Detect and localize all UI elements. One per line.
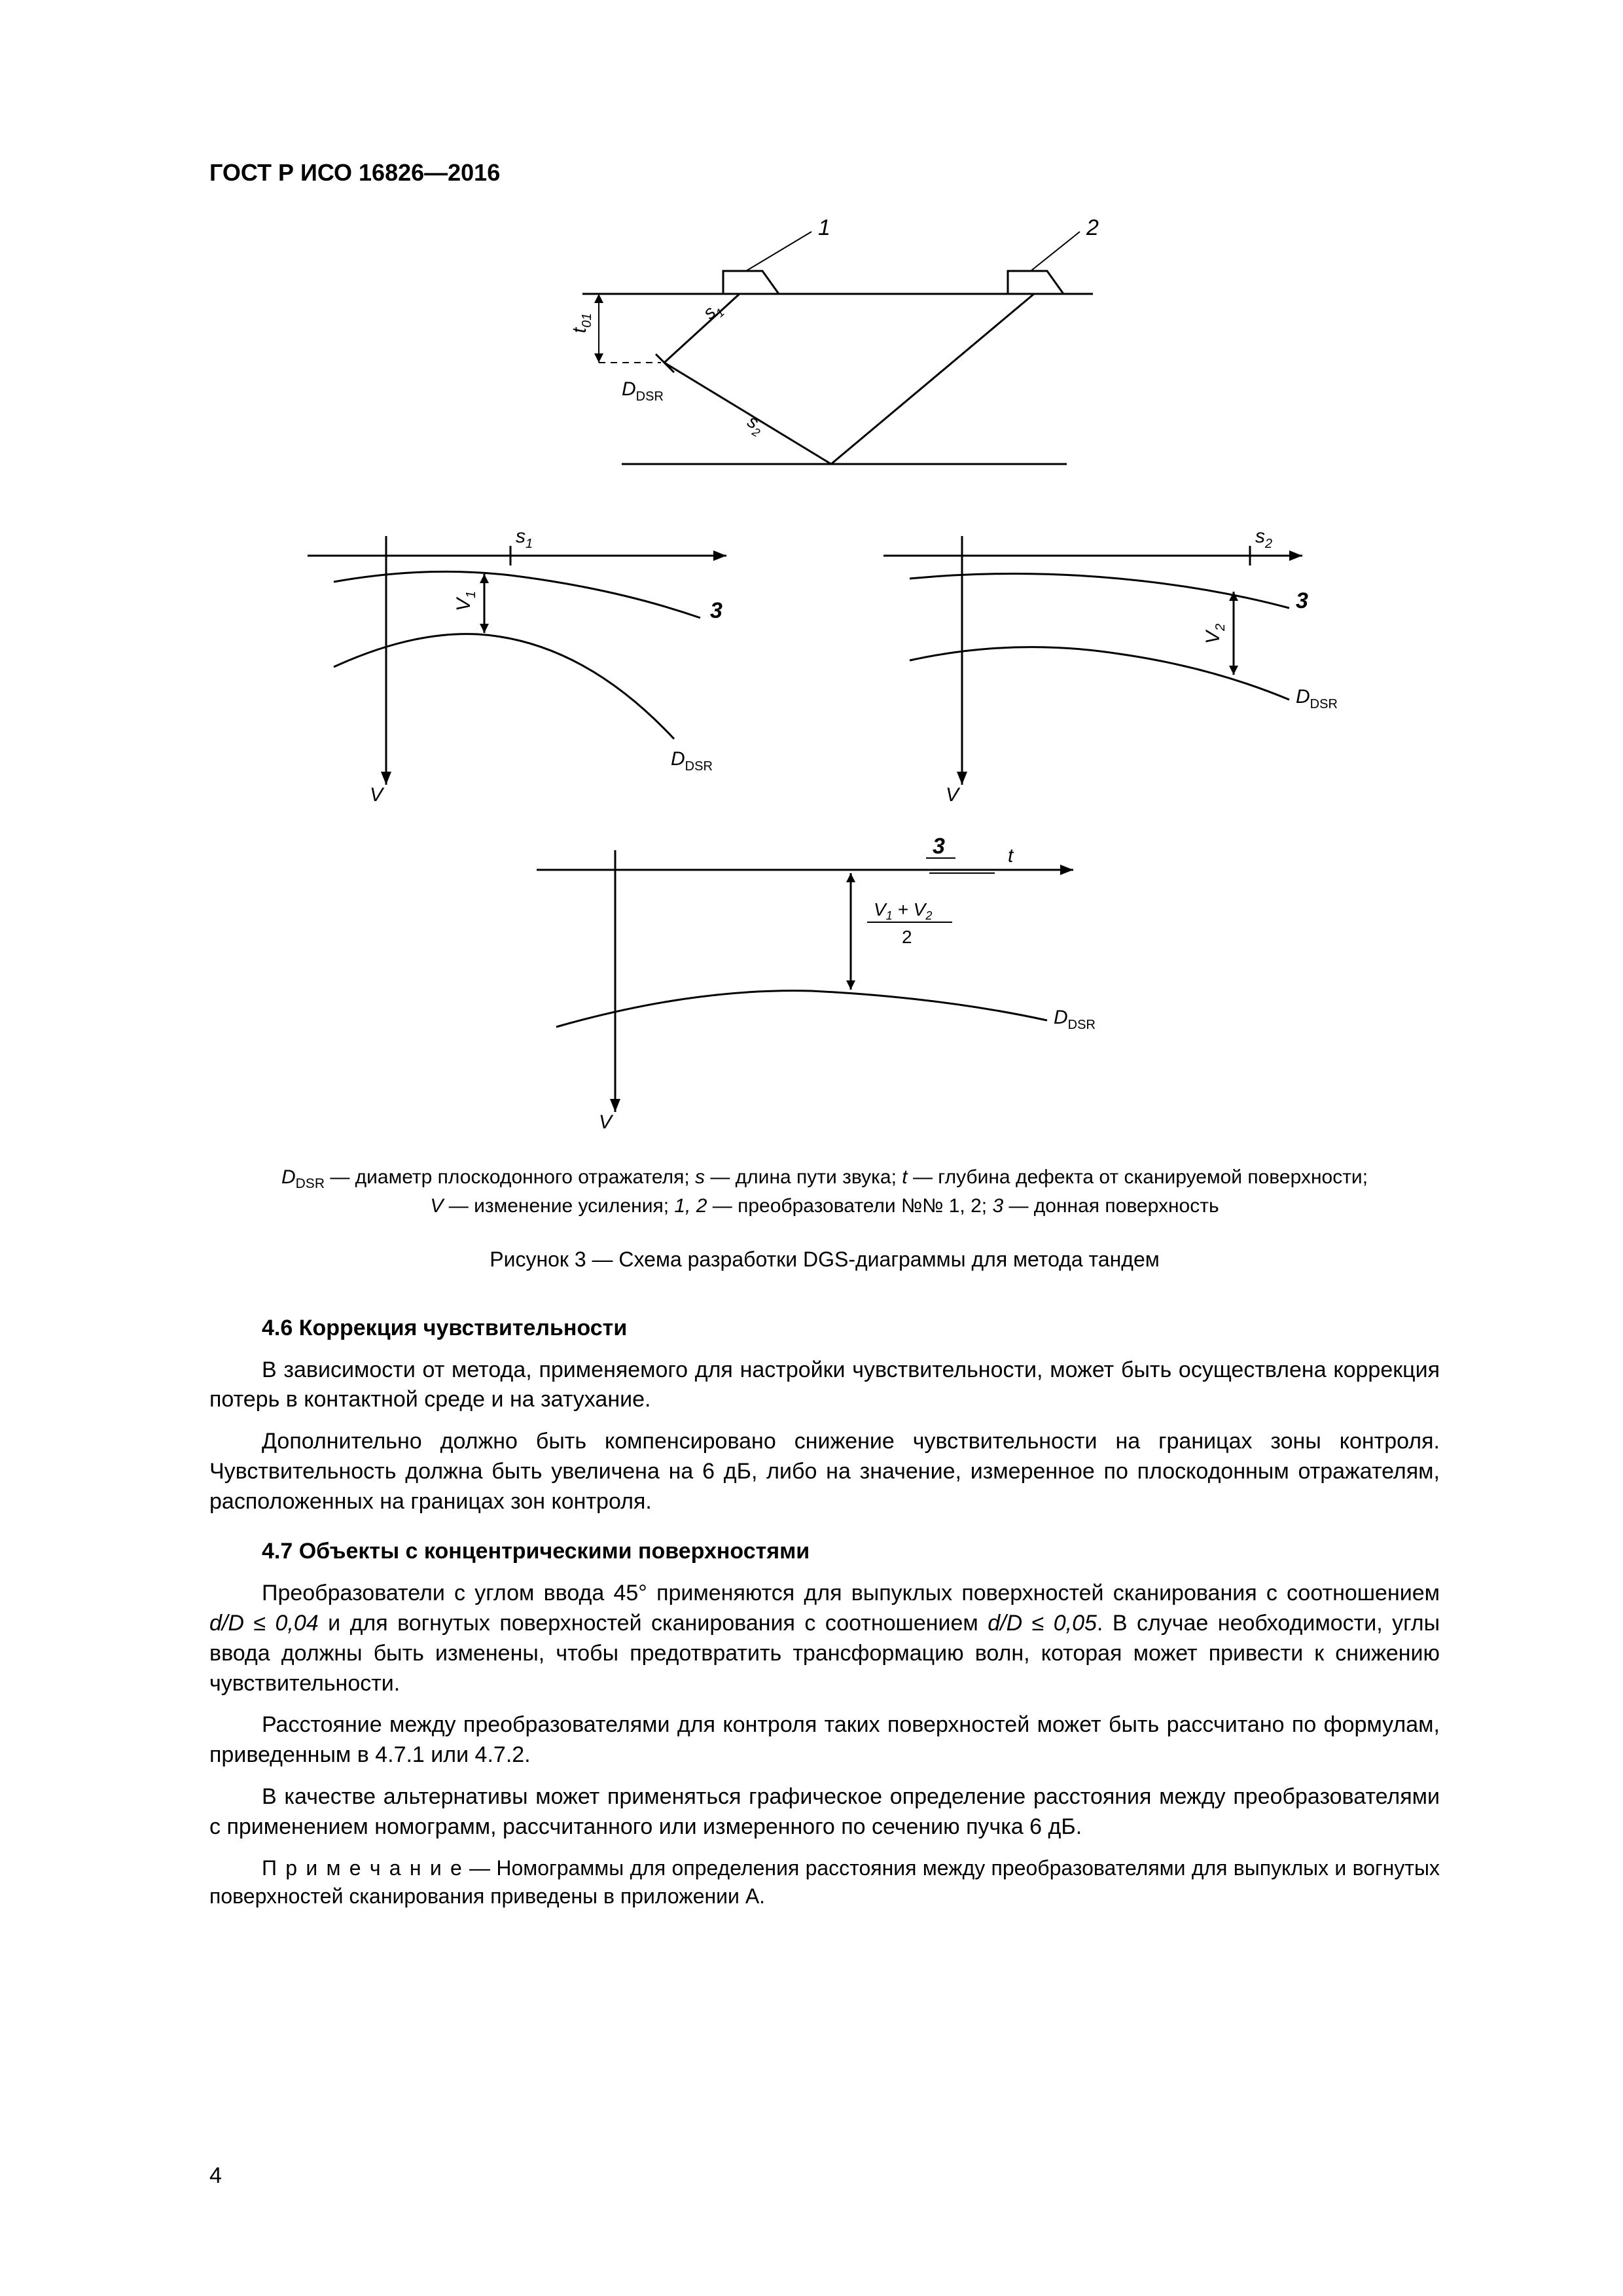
para-4-7-2: Расстояние между преобразователями для к…: [209, 1710, 1440, 1770]
curve3-right: 3: [1296, 588, 1308, 613]
diagram-bottom: 3 t V1 + V2 2 DDSR V: [497, 817, 1152, 1145]
section-4-6-title: 4.6 Коррекция чувствительности: [262, 1314, 1440, 1344]
frac-top: V1 + V2: [874, 899, 932, 922]
graph-right: s2 V2 3 DDSR V: [883, 526, 1338, 806]
ddsr-right: DDSR: [1296, 686, 1338, 711]
para-4-6-2: Дополнительно должно быть компенсировано…: [209, 1427, 1440, 1517]
vaxis-right: V: [946, 784, 961, 806]
note: П р и м е ч а н и е — Номограммы для опр…: [209, 1854, 1440, 1910]
figure-caption: Рисунок 3 — Схема разработки DGS-диаграм…: [209, 1246, 1440, 1274]
t01-label: t01: [569, 313, 594, 333]
diagram-top: 1 2 t01 s1 s2 DDSR: [465, 215, 1185, 503]
v2-label: V2: [1202, 623, 1228, 643]
s1-label: s1: [699, 297, 727, 326]
s1-axis: s1: [516, 526, 533, 551]
ddsr-bottom: DDSR: [1054, 1007, 1096, 1032]
ddsr-top: DDSR: [622, 378, 664, 404]
s2-axis: s2: [1255, 526, 1272, 551]
page: ГОСТ Р ИСО 16826—2016: [0, 0, 1623, 2296]
vaxis-left: V: [370, 784, 385, 806]
para-4-6-1: В зависимости от метода, применяемого дл…: [209, 1355, 1440, 1416]
para-4-7-3: В качестве альтернативы может применятьс…: [209, 1782, 1440, 1842]
graph-left: s1 V1 3 DDSR V: [308, 526, 726, 806]
diagram-mid: s1 V1 3 DDSR V: [268, 503, 1381, 817]
section-4-7-title: 4.7 Объекты с концентрическими поверхнос…: [262, 1537, 1440, 1567]
v1-label: V1: [453, 590, 478, 611]
note-label: П р и м е ч а н и е: [262, 1856, 463, 1880]
s2-label: s2: [742, 410, 768, 439]
ddsr-left: DDSR: [671, 748, 713, 774]
frac-bot: 2: [902, 927, 912, 947]
para-4-7-1: Преобразователи с углом ввода 45° примен…: [209, 1579, 1440, 1699]
curve3-bottom: 3: [933, 834, 945, 859]
curve3-left: 3: [710, 598, 722, 623]
doc-header: ГОСТ Р ИСО 16826—2016: [209, 157, 1440, 189]
vaxis-bottom: V: [599, 1111, 614, 1133]
figure-legend: DDSR — диаметр плоскодонного отражателя;…: [236, 1164, 1414, 1220]
page-number: 4: [209, 2161, 222, 2191]
probe-2-label: 2: [1086, 215, 1099, 240]
t-axis: t: [1008, 845, 1014, 867]
probe-1-label: 1: [818, 215, 830, 240]
figure-3: 1 2 t01 s1 s2 DDSR: [209, 215, 1440, 1145]
